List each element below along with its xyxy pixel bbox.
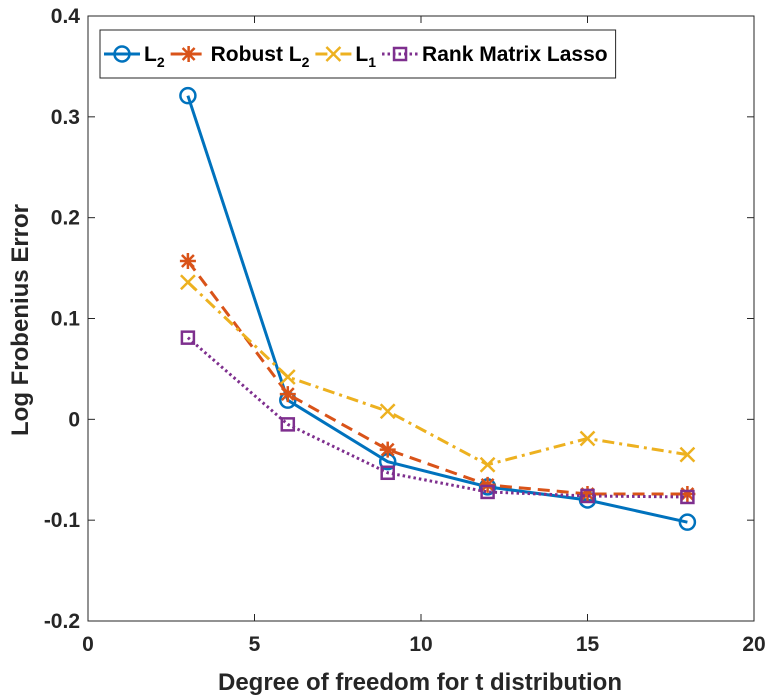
plot-frame [87,15,755,622]
tick-layer: 0 5 10 15 20 -0.2 -0.1 0 0.1 0.2 0.3 0.4 [44,5,766,656]
plot-area [87,15,755,622]
x-tick-label: 0 [82,633,94,656]
y-tick-label: 0.1 [51,308,81,331]
y-axis-label: Log Frobenius Error [7,204,34,436]
y-tick-label: 0.2 [51,207,80,230]
data-point [179,86,197,105]
series-3 [180,330,695,505]
data-point [179,253,196,270]
data-point [678,513,697,531]
data-point [480,484,495,500]
series-2 [180,274,696,473]
x-tick-label: 10 [409,633,432,656]
legend-marker [325,46,342,62]
data-point [479,456,496,473]
data-point [579,430,596,447]
y-tick-label: 0.4 [51,5,81,28]
legend-label: L2 [144,43,165,70]
series-line [186,281,688,467]
legend-label: L1 [355,43,376,70]
series-line [186,95,688,524]
legend: L2 Robust L2 L1 Rank Matrix Lasso [99,29,617,79]
data-point [280,417,296,432]
legend-label: Robust L2 [211,43,310,70]
x-tick-label: 20 [742,633,765,656]
y-tick-label: -0.2 [44,610,80,633]
data-point [279,369,296,385]
series-layer [179,86,697,531]
data-point [380,465,395,481]
x-axis-label: Degree of freedom for t distribution [218,669,622,695]
series-line [186,260,688,496]
data-point [679,446,696,463]
x-tick-label: 15 [576,633,600,656]
x-tick-label: 5 [249,633,261,656]
legend-marker [113,45,131,63]
data-point [580,488,595,504]
data-point [379,441,396,458]
data-point [180,274,196,291]
data-point [579,485,596,502]
y-tick-label: 0.3 [51,106,80,129]
data-point [279,386,296,403]
data-point [180,330,196,345]
legend-marker [392,46,408,62]
y-tick-label: -0.1 [44,509,81,532]
legend-label: Rank Matrix Lasso [422,43,608,66]
legend-marker [180,46,197,62]
y-tick-label: 0 [68,408,80,431]
series-1 [179,253,696,502]
data-point [679,485,696,502]
series-line [186,336,688,499]
data-point [379,403,396,420]
data-point [680,489,695,505]
